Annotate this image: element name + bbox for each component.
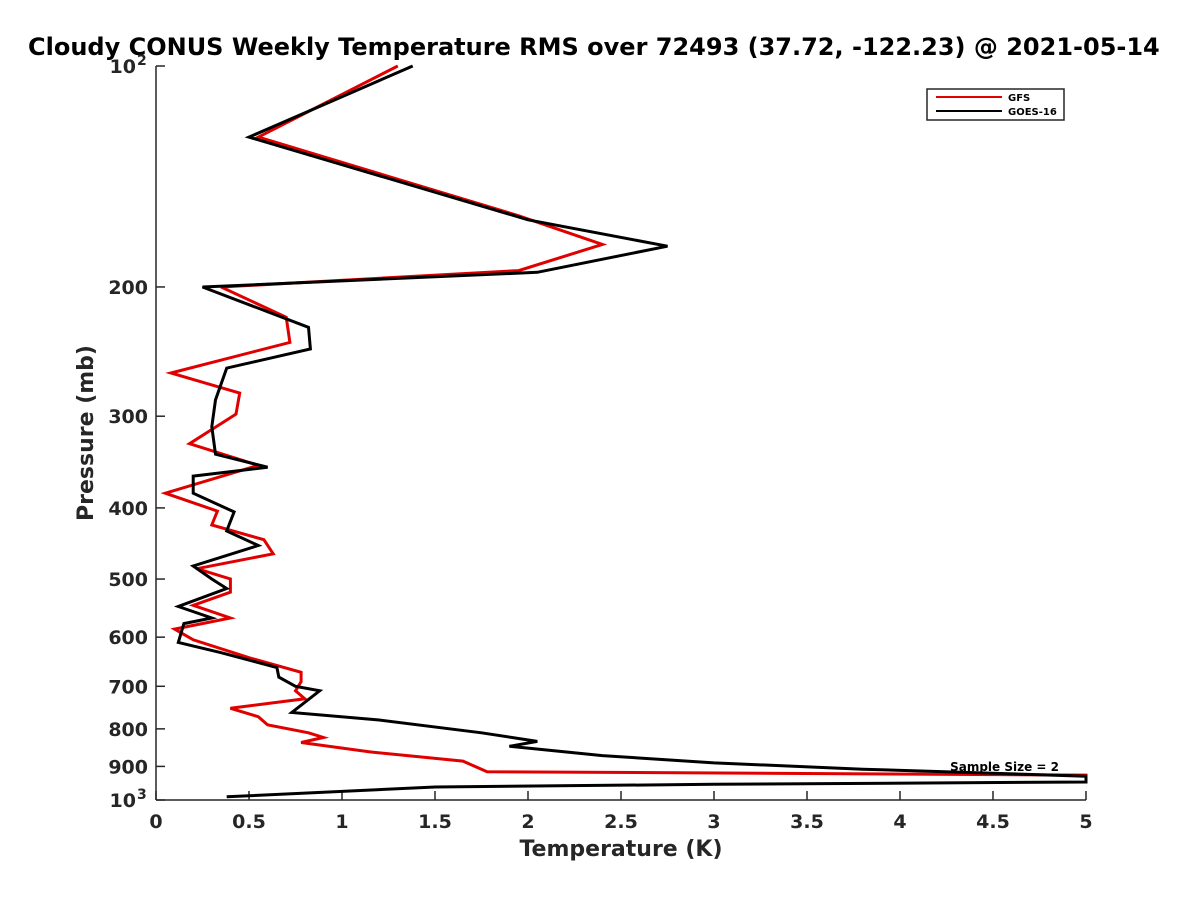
- y-tick-label: 500: [108, 569, 148, 591]
- x-tick-label: 2: [521, 811, 534, 833]
- series-line-gfs: [160, 64, 1088, 777]
- axis-ticks: [155, 65, 1087, 801]
- series-lines: [160, 64, 1088, 799]
- y-tick-label: 600: [108, 627, 148, 649]
- series-line-goes16: [173, 64, 1088, 799]
- x-tick-label: 4.5: [976, 811, 1010, 833]
- chart-title: Cloudy CONUS Weekly Temperature RMS over…: [28, 33, 1160, 61]
- legend: GFS GOES-16: [926, 88, 1065, 121]
- y-tick-label: 300: [108, 406, 148, 428]
- x-tick-label: 0: [149, 811, 162, 833]
- y-tick-label: 800: [108, 719, 148, 741]
- x-axis-label: Temperature (K): [519, 837, 722, 862]
- x-tick-label: 4: [893, 811, 906, 833]
- y-tick-exponent: 3: [137, 787, 147, 803]
- y-tick-label: 200: [108, 277, 148, 299]
- legend-label-goes16: GOES-16: [1008, 107, 1057, 118]
- legend-box: [926, 88, 1065, 121]
- y-tick-label: 10: [110, 56, 136, 78]
- legend-label-gfs: GFS: [1008, 93, 1030, 104]
- x-tick-label: 0.5: [232, 811, 266, 833]
- y-tick-label: 700: [108, 676, 148, 698]
- x-tick-label: 1.5: [418, 811, 452, 833]
- x-tick-label: 1: [335, 811, 348, 833]
- y-tick-label: 10: [110, 790, 136, 812]
- x-tick-label: 3.5: [790, 811, 824, 833]
- y-tick-exponent: 2: [137, 53, 147, 69]
- x-tick-label: 2.5: [604, 811, 638, 833]
- y-axis-label: Pressure (mb): [74, 345, 99, 521]
- x-tick-label: 3: [707, 811, 720, 833]
- sample-size-annotation: Sample Size = 2: [950, 760, 1059, 774]
- x-tick-labels: 0 0.5 1 1.5 2 2.5 3 3.5 4 4.5 5: [149, 811, 1092, 833]
- x-tick-label: 5: [1079, 811, 1092, 833]
- y-tick-label: 400: [108, 498, 148, 520]
- y-tick-label: 900: [108, 756, 148, 778]
